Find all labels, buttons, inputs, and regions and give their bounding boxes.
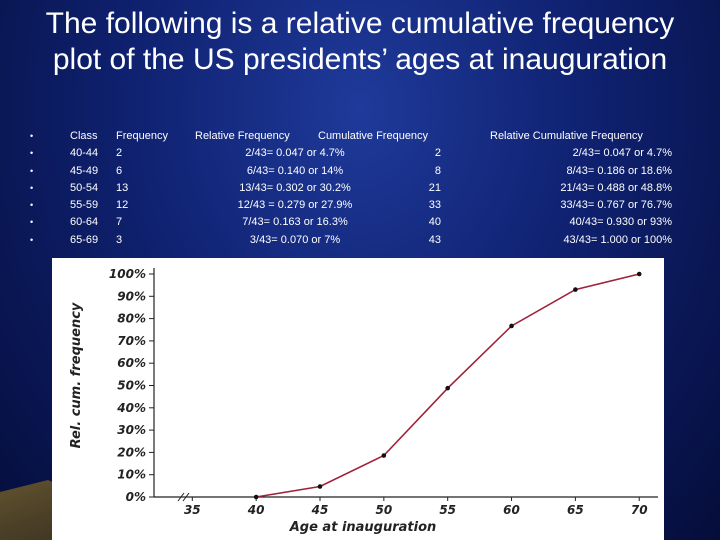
- y-tick-label: 40%: [116, 401, 146, 415]
- y-axis-ticks: 0% 10% 20% 30% 40% 50% 60% 70% 80% 90% 100%: [109, 267, 154, 504]
- y-tick-label: 10%: [117, 468, 146, 482]
- cumulative-frequency-header: Cumulative Frequency: [318, 130, 429, 142]
- relative-cumulative-frequency-header: Relative Cumulative Frequency: [490, 130, 643, 142]
- bullet-icon: •: [30, 182, 34, 193]
- class-cell: 65-69: [70, 233, 99, 246]
- data-point: [381, 453, 387, 458]
- relative-cumulative-frequency-chart: 0% 10% 20% 30% 40% 50% 60% 70% 80% 90% 100% 35 40 45…: [69, 267, 658, 535]
- relative-frequency-cell: 13/43= 0.302 or 30.2%: [239, 181, 351, 194]
- axes: [153, 268, 658, 502]
- cumulative-frequency-cell: 21: [428, 181, 441, 194]
- x-tick-label: 60: [503, 503, 520, 517]
- class-cell: 45-49: [70, 164, 99, 177]
- x-axis-label: Age at inauguration: [289, 520, 437, 535]
- relative-frequency-cell: 3/43= 0.070 or 7%: [249, 233, 341, 246]
- cumulative-frequency-cell: 43: [428, 233, 441, 246]
- frequency-cell: 7: [116, 216, 123, 229]
- cumulative-frequency-cell: 8: [434, 164, 441, 177]
- x-tick-label: 70: [631, 503, 648, 517]
- bullet-icon: •: [30, 148, 34, 159]
- relative-cumulative-frequency-cell: 21/43= 0.488 or 48.8%: [560, 181, 672, 194]
- cumulative-frequency-cell: 40: [428, 216, 441, 229]
- slide-title: The following is a relative cumulative f…: [45, 7, 675, 76]
- frequency-column: Frequency 2 6 13 12 7 3: [116, 128, 168, 249]
- frequency-cell: 6: [116, 164, 123, 177]
- frequency-header: Frequency: [116, 130, 168, 142]
- bullet-icon: •: [30, 217, 34, 228]
- y-tick-label: 60%: [117, 356, 146, 370]
- frequency-cell: 2: [116, 147, 123, 160]
- bullet-icon: •: [30, 200, 34, 211]
- frequency-cell: 3: [116, 233, 123, 246]
- y-tick-label: 90%: [117, 289, 146, 303]
- y-tick-label: 20%: [117, 445, 146, 459]
- y-axis-label: Rel. cum. frequency: [69, 302, 84, 448]
- bullet-icon: •: [30, 234, 34, 245]
- x-tick-label: 50: [375, 503, 392, 517]
- data-point: [317, 484, 323, 489]
- class-cell: 50-54: [70, 181, 99, 194]
- x-tick-label: 35: [184, 503, 201, 517]
- relative-frequency-cell: 12/43 = 0.279 or 27.9%: [237, 199, 353, 212]
- data-point: [445, 385, 450, 391]
- series-group: [253, 271, 642, 500]
- y-tick-label: 30%: [117, 423, 146, 437]
- x-axis-ticks: 35 40 45 50 55 60 65 70: [184, 497, 648, 517]
- y-tick-label: 50%: [117, 379, 146, 393]
- data-point: [509, 323, 514, 329]
- y-tick-label: 70%: [117, 334, 146, 348]
- chart-panel: 0% 10% 20% 30% 40% 50% 60% 70% 80% 90% 100% 35 40 45…: [52, 258, 664, 540]
- y-tick-label: 100%: [109, 267, 146, 281]
- bullet-list: • • • • • • •: [30, 128, 33, 249]
- x-tick-label: 45: [311, 503, 329, 517]
- relative-frequency-column: Relative Frequency 2/43= 0.047 or 4.7% 6/…: [195, 128, 365, 249]
- data-point: [636, 271, 642, 277]
- x-tick-label: 40: [247, 503, 265, 517]
- frequency-cell: 13: [116, 181, 129, 194]
- relative-frequency-cell: 6/43= 0.140 or 14%: [246, 164, 344, 177]
- cumulative-frequency-cell: 2: [434, 147, 441, 160]
- class-column: Class 40-44 45-49 50-54 55-59 60-64 65-69: [70, 128, 98, 249]
- frequency-table: • • • • • • • Class 40-44 45-49 50-54 55-59 60-64 6…: [0, 128, 720, 252]
- class-header: Class: [70, 130, 98, 142]
- x-tick-label: 55: [439, 503, 456, 517]
- class-cell: 60-64: [70, 216, 99, 229]
- relative-frequency-cell: 7/43= 0.163 or 16.3%: [242, 216, 348, 229]
- x-tick-label: 65: [567, 503, 584, 517]
- y-tick-label: 80%: [117, 312, 146, 326]
- relative-cumulative-frequency-cell: 40/43= 0.930 or 93%: [569, 216, 672, 229]
- axis-break-mark: [182, 492, 190, 502]
- relative-frequency-header: Relative Frequency: [195, 130, 290, 142]
- relative-cumulative-frequency-column: Relative Cumulative Frequency 2/43= 0.04…: [490, 128, 700, 249]
- data-point: [253, 494, 259, 500]
- cumulative-frequency-cell: 33: [428, 199, 441, 212]
- relative-cumulative-frequency-cell: 43/43= 1.000 or 100%: [563, 233, 672, 246]
- class-cell: 55-59: [70, 199, 99, 212]
- relative-frequency-cell: 2/43= 0.047 or 4.7%: [245, 147, 345, 160]
- y-tick-label: 0%: [126, 490, 146, 504]
- relative-cumulative-frequency-cell: 33/43= 0.767 or 76.7%: [560, 199, 672, 212]
- axis-break-mark: [177, 492, 185, 502]
- data-point: [573, 287, 578, 292]
- bullet-icon: •: [30, 165, 34, 176]
- relative-cumulative-frequency-cell: 2/43= 0.047 or 4.7%: [572, 147, 672, 160]
- bullet-icon: •: [30, 131, 34, 141]
- cumulative-frequency-column: Cumulative Frequency 2 8 21 33 40 43: [318, 128, 518, 249]
- frequency-cell: 12: [116, 199, 129, 212]
- series-line: [256, 273, 640, 498]
- class-cell: 40-44: [70, 147, 99, 160]
- relative-cumulative-frequency-cell: 8/43= 0.186 or 18.6%: [566, 164, 673, 177]
